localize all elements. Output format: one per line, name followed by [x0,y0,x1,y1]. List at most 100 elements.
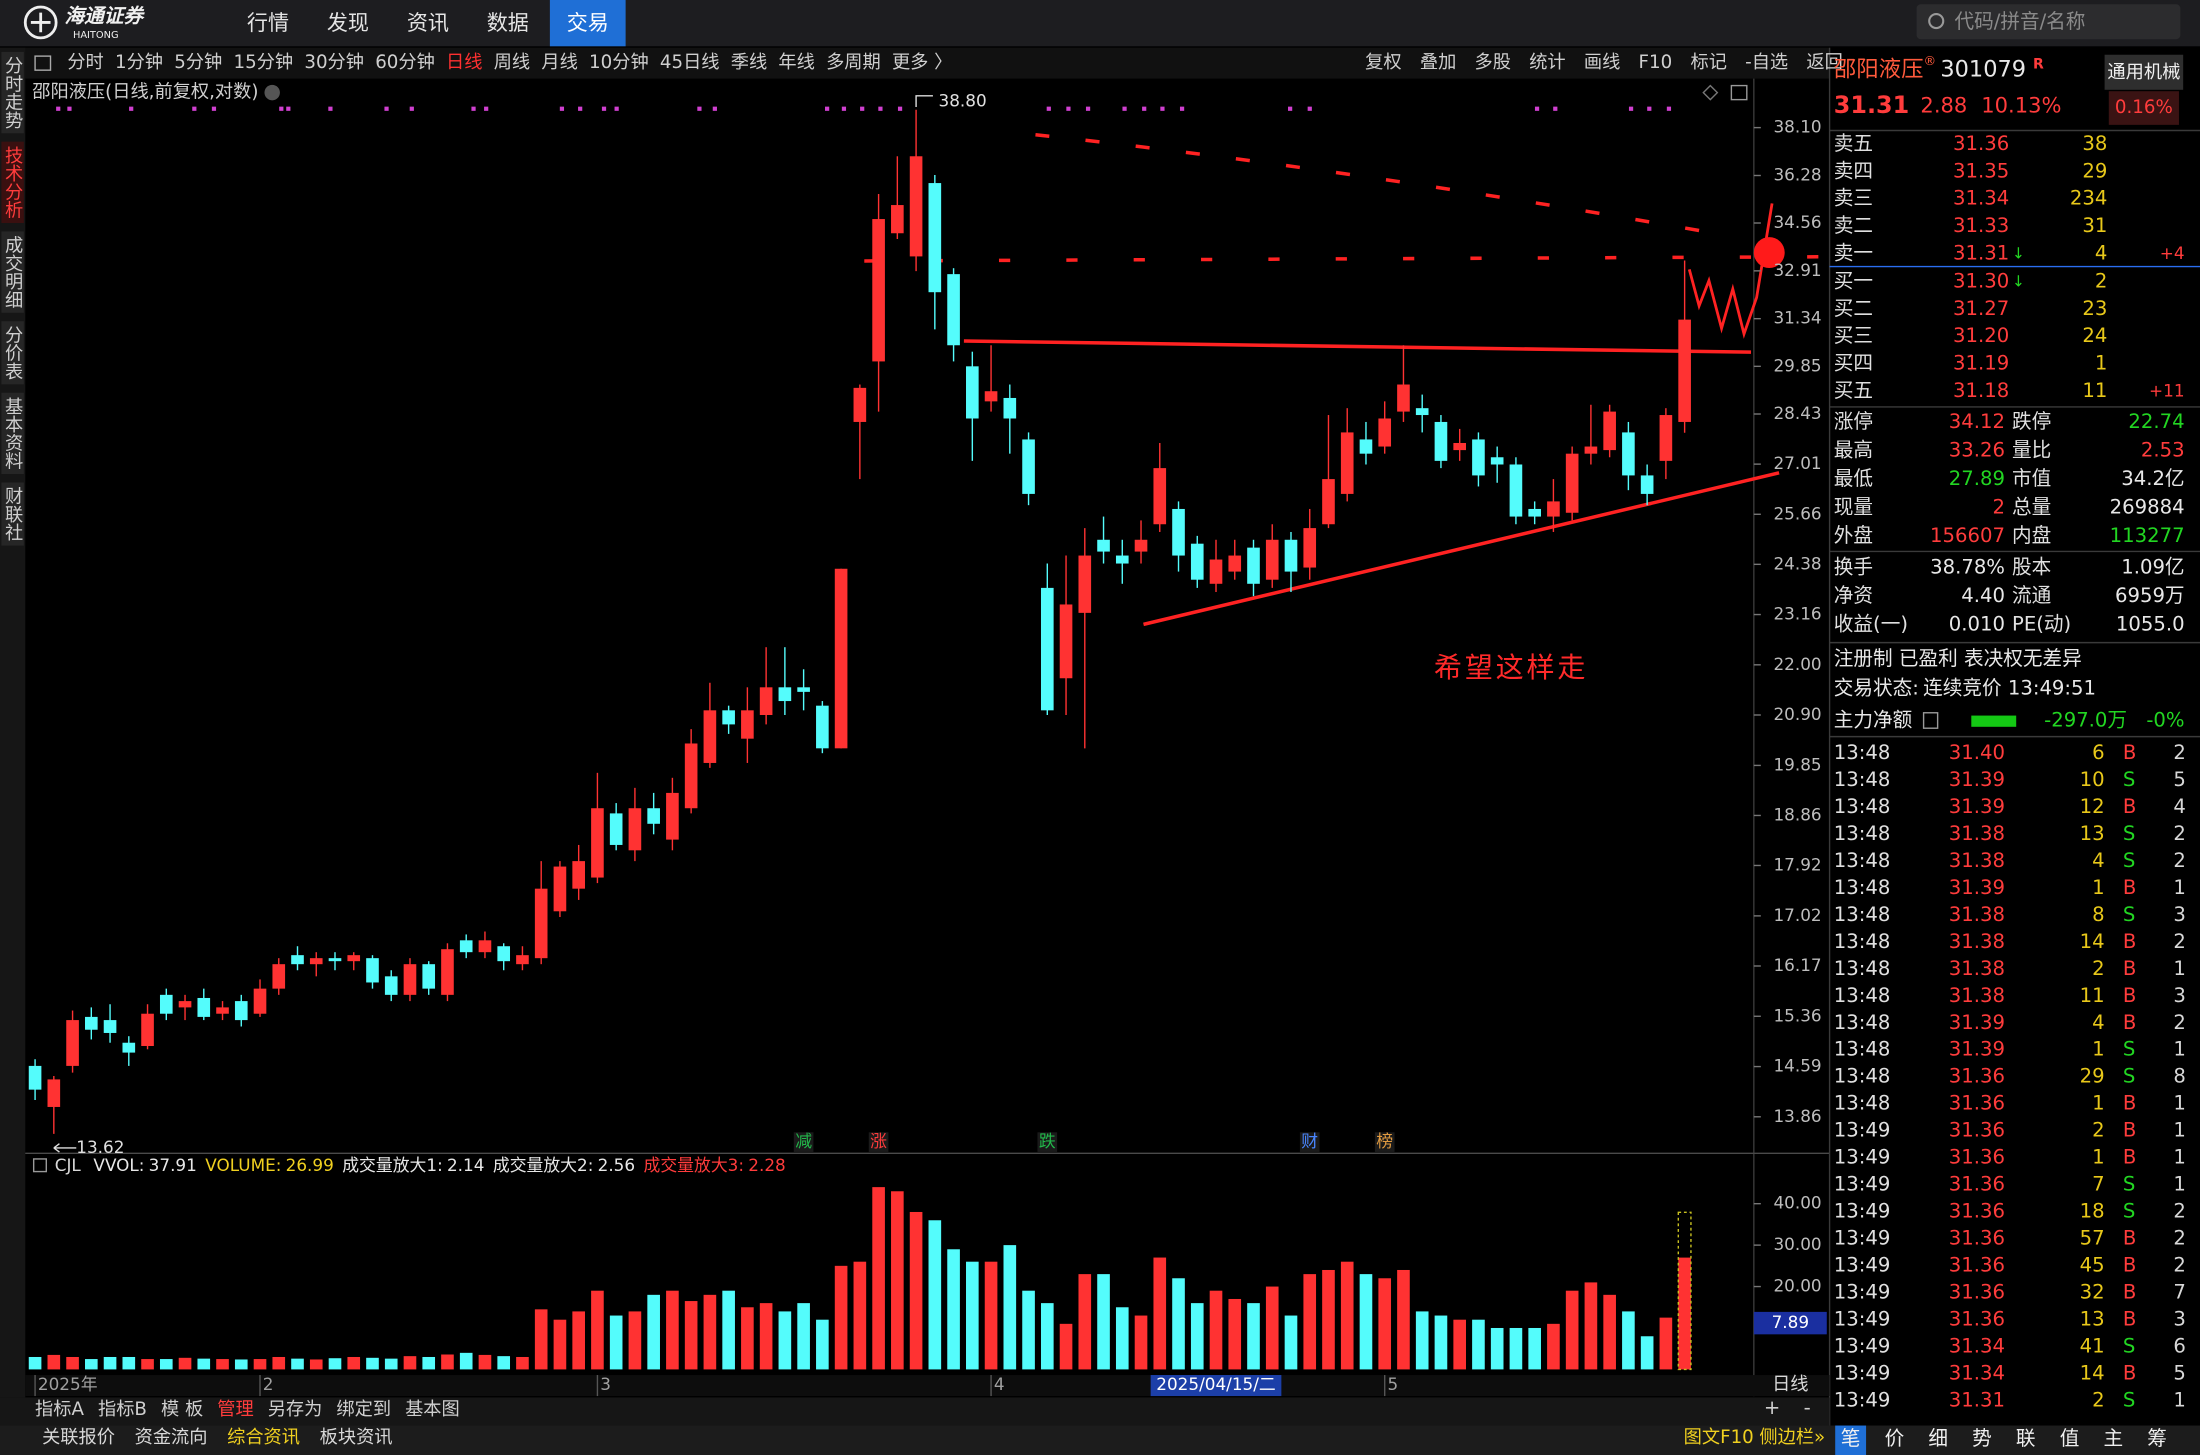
status-tab[interactable]: 关联报价 [42,1427,115,1448]
trade-count: 6 [2173,1335,2186,1358]
trade-count: 1 [2173,957,2186,980]
tool-button[interactable]: -自选 [1745,52,1788,73]
trade-time: 13:49 [1834,1254,1891,1277]
panel-icon[interactable] [1730,84,1748,101]
panel-tab[interactable]: 价 [1885,1427,1905,1450]
trade-price: 31.36 [1949,1308,2005,1331]
top-bar [0,0,2200,47]
search-box[interactable] [1916,4,2181,40]
status-tab[interactable]: 板块资讯 [320,1427,393,1448]
menu-item[interactable]: 行情 [247,10,289,35]
tool-button[interactable]: 统计 [1529,52,1565,73]
trade-volume: 8 [2092,903,2105,926]
stat-value: 0.010 [1949,613,2005,636]
candle-body [666,792,679,840]
candle-body [1434,421,1448,461]
tool-button[interactable]: 标记 [1690,52,1726,73]
period-tab[interactable]: 5分钟 [174,52,222,73]
layout-icon[interactable] [34,55,52,71]
tool-button[interactable]: 画线 [1584,52,1620,73]
bottom-tab[interactable]: 管理 [217,1399,253,1420]
stat-value: 34.2亿 [2121,467,2184,490]
bottom-tab[interactable]: 模 板 [161,1399,203,1420]
period-tab[interactable]: 年线 [778,52,814,73]
zoom-button[interactable]: + [1764,1396,1780,1419]
tool-button[interactable]: 返回 [1806,52,1842,73]
candle-body [1228,555,1242,572]
menu-item[interactable]: 交易 [567,10,609,35]
title-dropdown[interactable] [264,84,280,101]
status-tab[interactable]: 综合资讯 [227,1427,300,1448]
side-tab[interactable]: 分时走势 [2,56,23,129]
candle-body [1509,464,1523,517]
zoom-button[interactable]: - [1804,1396,1811,1419]
period-tab[interactable]: 周线 [494,52,530,73]
diamond-icon[interactable] [1702,84,1719,101]
menu-item[interactable]: 数据 [487,10,529,35]
period-tab[interactable]: 多周期 [826,52,881,73]
tool-button[interactable]: 叠加 [1420,52,1456,73]
panel-tab[interactable]: 主 [2103,1427,2123,1450]
tool-button[interactable]: F10 [1639,52,1673,73]
volume-bar [891,1191,904,1370]
volume-bar [628,1311,642,1370]
period-tab[interactable]: 10分钟 [589,52,649,73]
bottom-tab[interactable]: 另存为 [268,1399,323,1420]
trade-volume: 10 [2080,768,2105,791]
panel-tab[interactable]: 细 [1928,1427,1948,1450]
trade-side: B [2123,1227,2136,1250]
period-tab[interactable]: 45日线 [660,52,720,73]
trade-side: B [2123,1119,2136,1142]
status-link[interactable]: 图文F10 [1684,1427,1754,1448]
flow-icon [1922,712,1939,729]
menu-item[interactable]: 资讯 [407,10,449,35]
candle-body [1303,528,1317,568]
panel-tab[interactable]: 联 [2016,1427,2036,1450]
tool-button[interactable]: 复权 [1365,52,1401,73]
bottom-tab[interactable]: 绑定到 [336,1399,391,1420]
trade-side: B [2123,741,2136,764]
tool-button[interactable]: 多股 [1475,52,1511,73]
trade-volume: 1 [2092,876,2105,899]
side-tab[interactable]: 技术分析 [2,146,23,219]
candle-body [1640,475,1654,494]
period-tab[interactable]: 15分钟 [234,52,294,73]
trade-count: 2 [2173,1011,2186,1034]
menu-item[interactable]: 发现 [327,10,369,35]
panel-tab[interactable]: 笔 [1841,1427,1861,1450]
book-volume: 38 [2082,132,2107,155]
period-tab[interactable]: 日线 [446,52,482,73]
bottom-tab[interactable]: 基本图 [405,1399,460,1420]
period-tab[interactable]: 月线 [541,52,577,73]
bottom-tab[interactable]: 指标B [98,1399,147,1420]
side-tab[interactable]: 分价表 [2,325,23,380]
trade-side: S [2123,1200,2135,1223]
period-tab[interactable]: 30分钟 [304,52,364,73]
period-tab[interactable]: 季线 [731,52,767,73]
status-tab[interactable]: 资金流向 [135,1427,208,1448]
industry-box[interactable] [2104,54,2184,90]
side-tab[interactable]: 基本资料 [2,397,23,470]
candle-body [703,710,717,763]
panel-tab[interactable]: 值 [2060,1427,2080,1450]
panel-tab[interactable]: 筹 [2147,1427,2167,1450]
candle-body [909,156,923,257]
side-tab[interactable]: 财联社 [2,487,23,542]
volume-bar [1659,1317,1673,1370]
side-tab[interactable]: 成交明细 [2,236,23,309]
bottom-tab[interactable]: 指标A [35,1399,84,1420]
period-tab[interactable]: 更多 〉 [892,52,952,73]
trade-time: 13:49 [1834,1119,1891,1142]
candle-body [403,964,417,995]
period-tab[interactable]: 1分钟 [115,52,163,73]
status-link[interactable]: 侧边栏» [1759,1427,1825,1448]
side-tab-bg [1,321,24,385]
panel-tab[interactable]: 势 [1972,1427,1992,1450]
candle-body [1078,555,1092,613]
volume-bar [816,1319,829,1370]
trade-price: 31.36 [1949,1119,2005,1142]
volume-bar [1378,1278,1392,1370]
period-tab[interactable]: 分时 [67,52,103,73]
period-tab[interactable]: 60分钟 [375,52,435,73]
trade-side: S [2123,822,2135,845]
